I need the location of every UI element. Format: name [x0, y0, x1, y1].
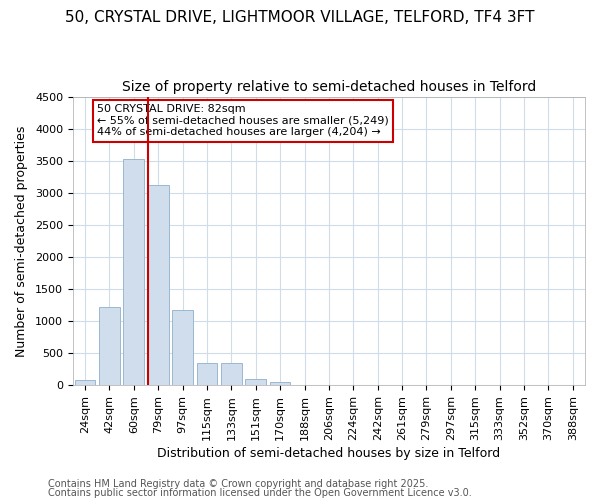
Title: Size of property relative to semi-detached houses in Telford: Size of property relative to semi-detach…	[122, 80, 536, 94]
Bar	[221, 364, 242, 385]
X-axis label: Distribution of semi-detached houses by size in Telford: Distribution of semi-detached houses by …	[157, 447, 500, 460]
Bar	[148, 185, 169, 385]
Bar	[270, 382, 290, 385]
Bar	[74, 380, 95, 385]
Text: Contains HM Land Registry data © Crown copyright and database right 2025.: Contains HM Land Registry data © Crown c…	[48, 479, 428, 489]
Bar	[124, 159, 144, 385]
Bar	[172, 310, 193, 385]
Text: 50, CRYSTAL DRIVE, LIGHTMOOR VILLAGE, TELFORD, TF4 3FT: 50, CRYSTAL DRIVE, LIGHTMOOR VILLAGE, TE…	[65, 10, 535, 25]
Y-axis label: Number of semi-detached properties: Number of semi-detached properties	[15, 125, 28, 356]
Text: 50 CRYSTAL DRIVE: 82sqm
← 55% of semi-detached houses are smaller (5,249)
44% of: 50 CRYSTAL DRIVE: 82sqm ← 55% of semi-de…	[97, 104, 389, 138]
Bar	[99, 306, 120, 385]
Text: Contains public sector information licensed under the Open Government Licence v3: Contains public sector information licen…	[48, 488, 472, 498]
Bar	[245, 380, 266, 385]
Bar	[197, 364, 217, 385]
